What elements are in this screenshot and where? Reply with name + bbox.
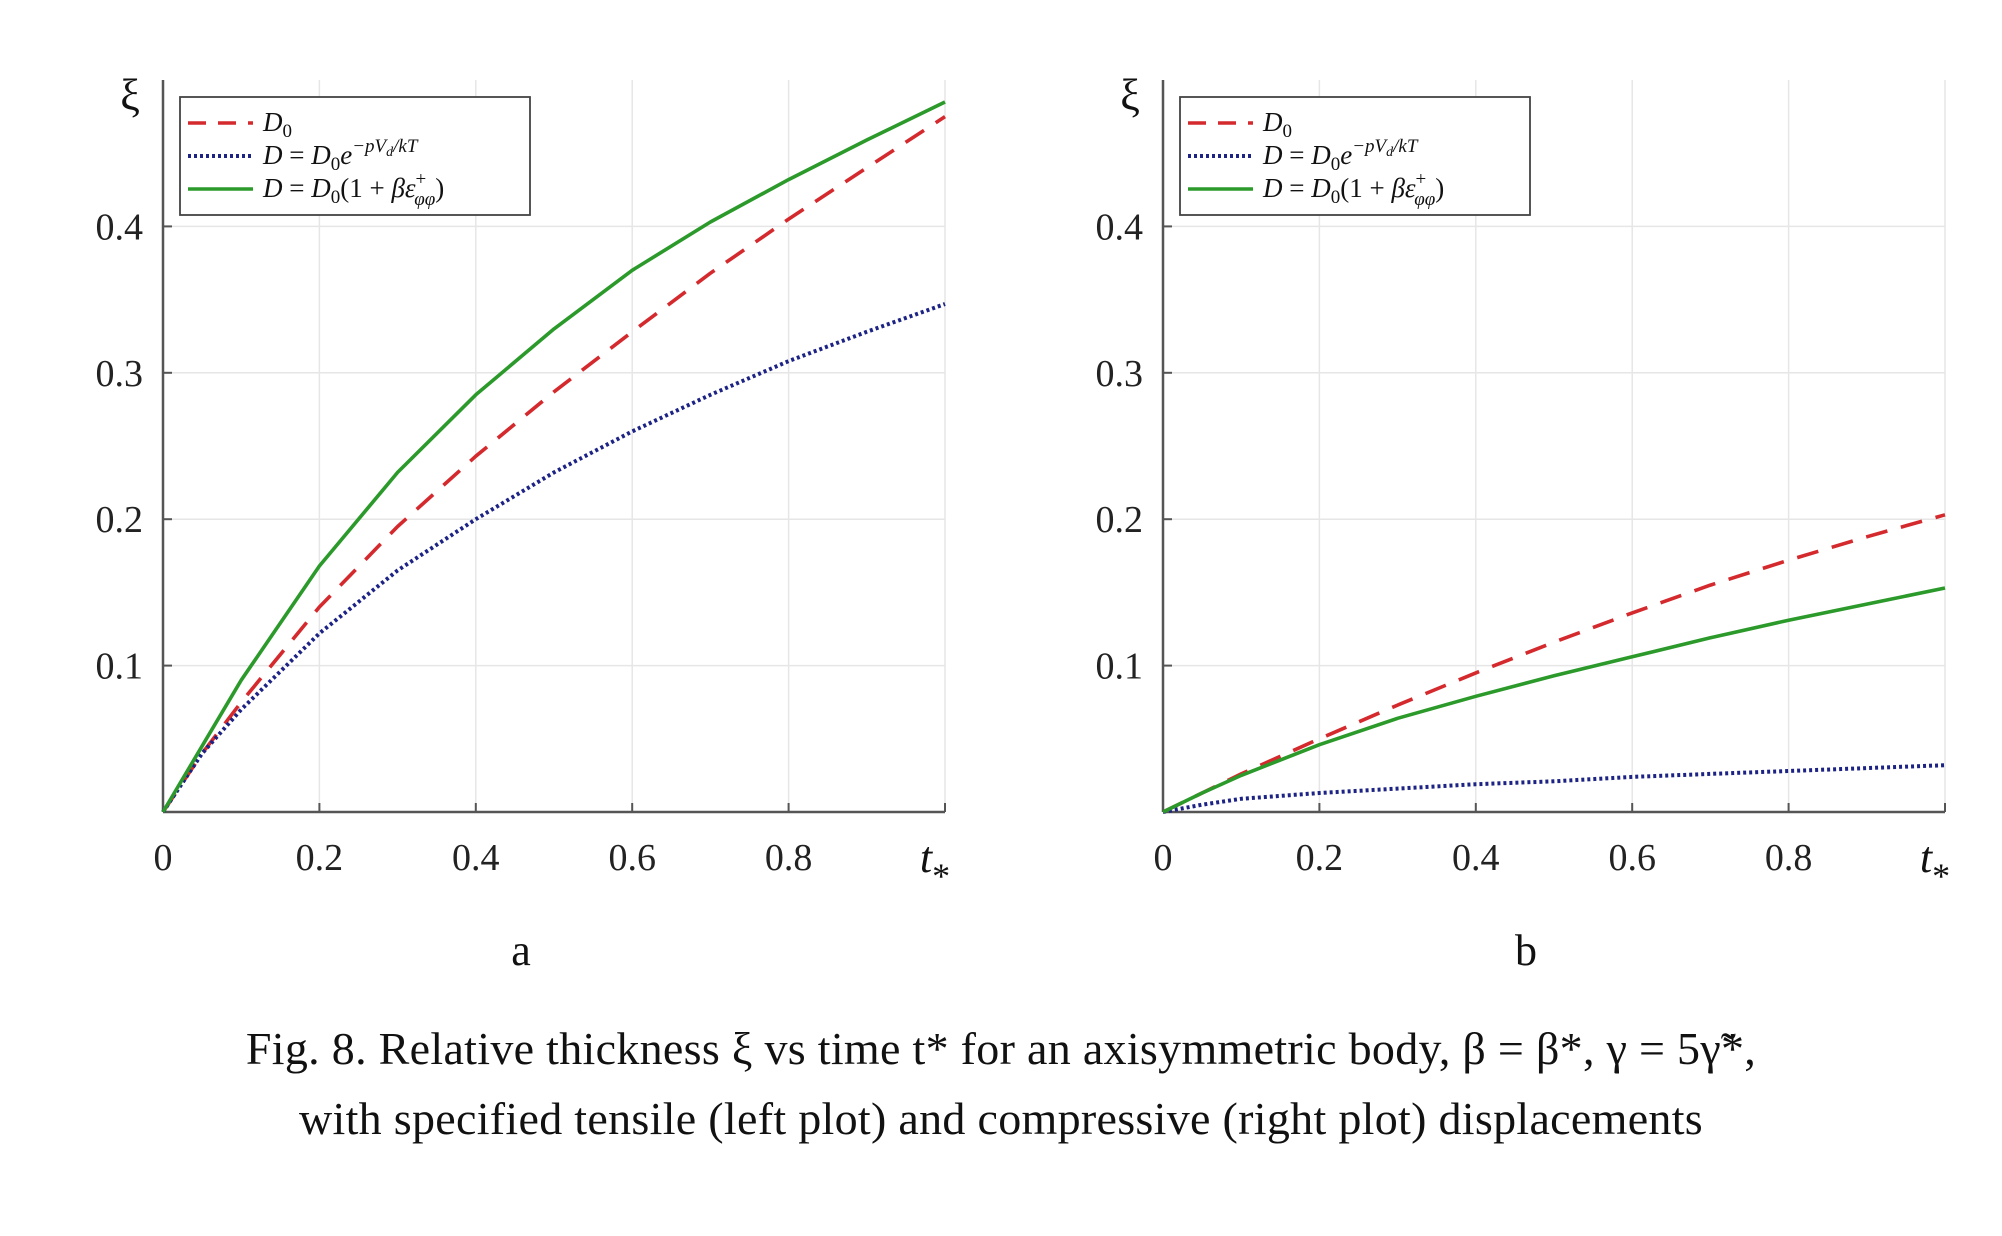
panel-a-x-tick-label-2: 0.4: [452, 837, 500, 879]
panel-b-legend-label-2: D = D0(1 + βε+ φφ): [1262, 169, 1444, 210]
panel-b-grid: [1163, 80, 1946, 812]
panel-b-x-tick-label-2: 0.4: [1452, 837, 1500, 879]
figure-caption-line-1: Fig. 8. Relative thickness ξ vs time t* …: [245, 1023, 1757, 1074]
panel-a-legend-label-0: D0: [262, 107, 292, 142]
panel-a-x-tick-label-3: 0.6: [608, 837, 656, 879]
panel-a-y-tick-label-2: 0.3: [96, 353, 144, 395]
panel-b-series-line-1: [1162, 763, 1946, 814]
panel-label-a: a: [511, 926, 531, 975]
panel-a-legend-label-2: D = D0(1 + βε+ φφ): [262, 169, 444, 210]
chart-panel-a: 0 0.2 0.4 0.6 0.8 0.1 0.2 0.3 0.4 t* ξ D0D = D0e−pV…: [96, 71, 951, 896]
panel-a-legend: D0D = D0e−pVd/kTD = D0(1 + βε+ φφ): [179, 96, 531, 216]
panel-a-series-line-0: [161, 115, 946, 813]
panel-b-legend-label-1: D = D0e−pVd/kT: [1262, 136, 1419, 175]
panel-a-y-axis-label: ξ: [120, 71, 140, 120]
panel-b-x-tick-label-1: 0.2: [1296, 837, 1344, 879]
panel-b-legend-label-0: D0: [1262, 107, 1292, 142]
panel-b-x-tick-label-4: 0.8: [1765, 837, 1813, 879]
chart-panel-b: 0 0.2 0.4 0.6 0.8 0.1 0.2 0.3 0.4 t* ξ D0D = D0e−pV…: [1096, 71, 1951, 896]
panel-a-x-axis-label: t*: [920, 833, 950, 896]
panel-b-x-axis-label: t*: [1920, 833, 1950, 896]
panel-b-x-tick-label-3: 0.6: [1608, 837, 1656, 879]
panel-a-x-tick-label-0: 0: [154, 837, 173, 879]
panel-b-series-line-0: [1162, 513, 1946, 814]
panel-a-legend-label-1: D = D0e−pVd/kT: [262, 136, 419, 175]
panel-label-b: b: [1515, 926, 1537, 975]
panel-b-y-axis-label: ξ: [1120, 71, 1140, 120]
panel-b-y-tick-label-1: 0.2: [1096, 499, 1144, 541]
panel-b-y-tick-label-2: 0.3: [1096, 353, 1144, 395]
panel-a-y-tick-label-1: 0.2: [96, 499, 144, 541]
panel-b-y-tick-label-0: 0.1: [1096, 646, 1144, 688]
panel-b-y-tick-label-3: 0.4: [1096, 206, 1144, 248]
panel-a-y-tick-label-0: 0.1: [96, 646, 144, 688]
panel-a-series-line-2: [161, 100, 946, 813]
figure-caption-line-2: with specified tensile (left plot) and c…: [299, 1093, 1703, 1144]
panel-a-series-line-1: [161, 302, 946, 814]
panel-b-series-line-2: [1162, 586, 1946, 814]
panel-a-x-tick-label-1: 0.2: [296, 837, 344, 879]
panel-b-x-tick-label-0: 0: [1154, 837, 1173, 879]
panel-a-y-tick-label-3: 0.4: [96, 206, 144, 248]
panel-b-legend: D0D = D0e−pVd/kTD = D0(1 + βε+ φφ): [1179, 96, 1531, 216]
panel-a-x-tick-label-4: 0.8: [765, 837, 813, 879]
